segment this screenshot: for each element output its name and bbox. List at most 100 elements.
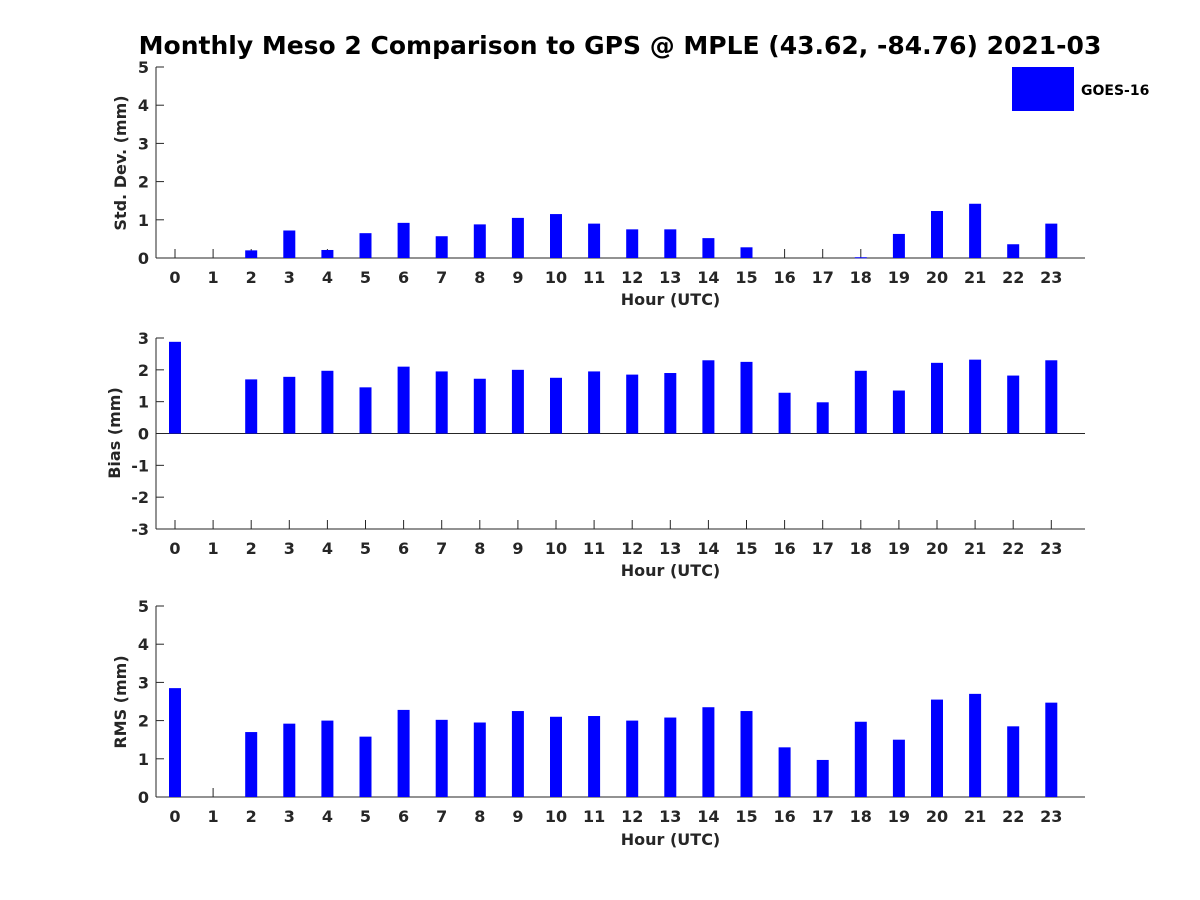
bar-hour-8 (473, 378, 486, 434)
bar-hour-10 (550, 377, 562, 434)
bar-hour-20 (931, 362, 943, 434)
y-tick-label: 3 (138, 329, 149, 348)
bar-hour-16 (778, 392, 791, 434)
y-tick-label: -2 (131, 488, 149, 507)
y-axis-label: Bias (mm) (105, 387, 124, 479)
x-tick-label: 18 (850, 268, 872, 287)
y-tick-label: 0 (138, 788, 149, 807)
x-tick-label: 14 (697, 268, 719, 287)
bar-hour-7 (435, 719, 448, 797)
y-tick-label: 3 (138, 673, 149, 692)
bar-hour-15 (740, 361, 753, 434)
bar-hour-16 (778, 747, 791, 797)
x-tick-label: 1 (208, 539, 219, 558)
y-axis-label: Std. Dev. (mm) (111, 95, 130, 230)
bar-hour-0 (169, 688, 181, 797)
x-axis-label: Hour (UTC) (621, 830, 721, 849)
x-tick-label: 1 (208, 807, 219, 826)
bar-hour-12 (626, 229, 639, 258)
x-tick-label: 16 (773, 807, 795, 826)
x-tick-label: 5 (360, 539, 371, 558)
bar-hour-22 (1007, 726, 1020, 797)
bar-hour-19 (892, 390, 905, 434)
y-tick-label: 0 (138, 425, 149, 444)
y-tick-label: -3 (131, 520, 149, 539)
y-tick-label: 5 (138, 58, 149, 77)
x-axis-label: Hour (UTC) (621, 290, 721, 309)
x-tick-label: 13 (659, 268, 681, 287)
y-tick-label: 2 (138, 361, 149, 380)
x-tick-label: 7 (436, 539, 447, 558)
x-tick-label: 3 (284, 539, 295, 558)
bar-hour-23 (1045, 223, 1058, 258)
x-tick-label: 10 (545, 807, 567, 826)
bar-hour-18 (854, 370, 867, 434)
bar-hour-2 (245, 250, 258, 258)
bar-hour-10 (550, 214, 562, 258)
y-tick-label: 4 (138, 635, 149, 654)
x-tick-label: 8 (474, 268, 485, 287)
bar-hour-22 (1007, 244, 1020, 258)
x-tick-label: 18 (850, 539, 872, 558)
bar-hour-13 (664, 229, 677, 258)
bar-hour-22 (1007, 375, 1020, 434)
x-tick-label: 19 (888, 807, 910, 826)
bar-hour-20 (931, 211, 943, 258)
y-tick-label: 4 (138, 96, 149, 115)
x-tick-label: 2 (246, 539, 257, 558)
x-tick-label: 21 (964, 807, 986, 826)
x-tick-label: 8 (474, 807, 485, 826)
x-tick-label: 23 (1040, 539, 1062, 558)
bar-hour-13 (664, 717, 677, 797)
x-tick-label: 12 (621, 268, 643, 287)
x-tick-label: 4 (322, 539, 333, 558)
y-tick-label: 2 (138, 173, 149, 192)
x-tick-label: 20 (926, 807, 948, 826)
bar-hour-5 (359, 387, 372, 434)
bar-hour-3 (283, 376, 296, 434)
y-tick-label: 1 (138, 750, 149, 769)
x-tick-label: 4 (322, 807, 333, 826)
y-tick-label: 1 (138, 211, 149, 230)
bar-hour-5 (359, 736, 372, 797)
x-tick-label: 18 (850, 807, 872, 826)
bar-hour-6 (397, 709, 410, 797)
x-tick-label: 22 (1002, 539, 1024, 558)
legend-swatch (1012, 67, 1074, 111)
x-tick-label: 13 (659, 807, 681, 826)
x-tick-label: 15 (735, 268, 757, 287)
bar-hour-12 (626, 374, 639, 434)
bar-hour-11 (588, 371, 601, 434)
x-tick-label: 6 (398, 539, 409, 558)
x-tick-label: 10 (545, 268, 567, 287)
x-axis-label: Hour (UTC) (621, 561, 721, 580)
x-tick-label: 19 (888, 539, 910, 558)
y-tick-label: -1 (131, 456, 149, 475)
x-tick-label: 9 (512, 268, 523, 287)
y-axis-label: RMS (mm) (111, 655, 130, 748)
bar-hour-20 (931, 699, 943, 797)
x-tick-label: 15 (735, 539, 757, 558)
bar-hour-9 (511, 711, 524, 797)
bar-hour-0 (169, 341, 181, 434)
x-tick-label: 14 (697, 807, 719, 826)
bar-hour-18 (854, 721, 867, 797)
x-tick-label: 5 (360, 807, 371, 826)
bar-hour-14 (702, 707, 715, 797)
legend: GOES-16 (1012, 67, 1149, 111)
y-tick-label: 3 (138, 134, 149, 153)
bar-hour-15 (740, 247, 753, 258)
x-tick-label: 23 (1040, 268, 1062, 287)
bar-hour-8 (473, 722, 486, 797)
bar-hour-4 (321, 370, 334, 434)
bar-hour-21 (969, 693, 982, 797)
bar-hour-5 (359, 233, 372, 258)
bar-hour-7 (435, 371, 448, 434)
x-tick-label: 2 (246, 807, 257, 826)
bar-hour-23 (1045, 702, 1058, 797)
chart-title: Monthly Meso 2 Comparison to GPS @ MPLE … (139, 31, 1102, 60)
y-tick-label: 1 (138, 393, 149, 412)
